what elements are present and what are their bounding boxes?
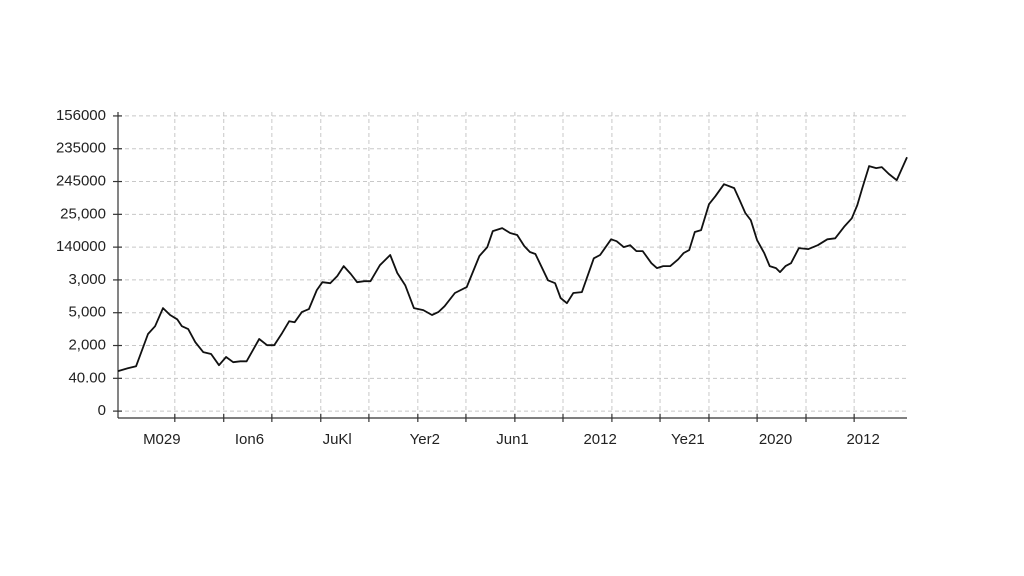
x-tick-label: JuKl <box>323 431 352 448</box>
x-tick-label: 2020 <box>759 431 792 448</box>
y-tick-label: 2,000 <box>68 336 106 353</box>
x-tick-label: M029 <box>143 431 181 448</box>
y-tick-label: 0 <box>98 402 106 419</box>
y-tick-label: 40.00 <box>68 369 106 386</box>
x-tick-label: 2012 <box>583 431 616 448</box>
y-tick-label: 156000 <box>56 107 106 124</box>
y-tick-label: 245000 <box>56 172 106 189</box>
y-tick-label: 3,000 <box>68 271 106 288</box>
y-tick-label: 25,000 <box>60 205 106 222</box>
x-tick-label: Ye21 <box>671 431 705 448</box>
x-tick-label: Jun1 <box>496 431 529 448</box>
y-tick-label: 235000 <box>56 140 106 157</box>
y-tick-label: 5,000 <box>68 304 106 321</box>
y-tick-label: 140000 <box>56 238 106 255</box>
data-line <box>117 156 908 372</box>
x-tick-label: 2012 <box>846 431 879 448</box>
x-tick-label: Ion6 <box>235 431 264 448</box>
x-tick-label: Yer2 <box>410 431 440 448</box>
